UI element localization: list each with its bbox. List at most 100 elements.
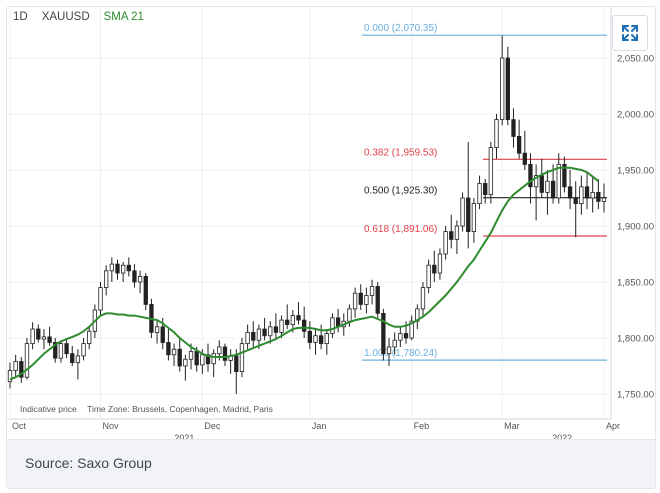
chart-area: 1,750.00 1,800.00 1,850.00 1,900.00 1,950.00… [7,7,655,439]
x-tick-label: Nov [103,421,120,431]
y-tick-label: 2,000.00 [617,110,654,121]
candle-body [166,342,171,356]
candle-body [375,286,380,314]
candle-body [426,264,431,289]
x-tick-label: Apr [606,421,620,431]
candle-body [251,331,256,341]
candle-body [584,186,590,199]
source-text: Source: Saxo Group [25,455,152,471]
candle-body [64,343,69,355]
fib-label: 0.500 (1,925.30) [364,186,437,197]
candle-body [53,342,58,359]
candle-body [432,264,437,274]
chart-header: 1D XAUUSD SMA 21 [13,11,144,23]
candle-body [115,263,120,274]
candle-body [132,270,137,283]
candle-body [505,57,510,120]
candle-body [217,346,222,355]
candle-body [171,348,177,356]
candle-body [590,191,595,199]
candle-body [318,335,324,345]
candle-body [573,197,578,204]
candle-body [562,163,567,188]
candle-body [13,361,18,371]
candle-body [211,353,216,365]
candle-body [19,361,24,378]
candle-body [47,336,52,343]
candle-body [381,312,386,355]
candle-body [58,343,64,359]
candle-body [160,326,165,343]
interval-label[interactable]: 1D [13,11,28,23]
candle-body [296,315,301,321]
candle-body [483,183,488,196]
candle-body [494,119,499,148]
symbol-label[interactable]: XAUUSD [41,11,90,23]
candle-body [466,197,471,232]
indicator-label[interactable]: SMA 21 [103,11,144,23]
candle-body [550,180,556,199]
candle-body [347,308,352,322]
candle-body [409,320,414,339]
x-tick-label: Jan [312,421,327,431]
candle-body [511,119,516,137]
candle-body [477,183,482,205]
sma-line [9,166,599,381]
candle-body [154,326,160,333]
y-tick-label: 1,750.00 [617,390,654,401]
candle-body [488,147,494,196]
candle-body [137,275,143,283]
x-tick-label: Oct [12,421,27,431]
candle-body [234,355,239,373]
candle-body [471,203,477,233]
y-tick-label: 1,850.00 [617,278,654,289]
fib-label: 1.000 (1,780.24) [364,348,437,359]
y-tick-label: 1,900.00 [617,222,654,233]
candle-body [533,175,539,188]
candle-body [330,317,335,334]
candle-body [454,225,460,240]
candle-body [205,354,211,365]
candle-body [75,355,81,364]
fib-label: 0.618 (1,891.06) [364,224,437,235]
y-tick-label: 2,050.00 [617,54,654,65]
candle-body [104,270,109,288]
candle-body [126,264,131,272]
candle-body [194,351,199,366]
expand-button[interactable] [612,15,648,51]
timezone-label: Time Zone: Brussels, Copenhagen, Madrid,… [87,404,273,414]
candle-body [386,346,392,355]
candle-body [268,326,273,337]
chart-footnote: Indicative price Time Zone: Brussels, Co… [20,404,273,414]
x-year-label: 2022 [552,433,572,439]
candle-body [596,191,601,202]
candle-body [183,358,188,367]
candle-body [177,348,182,367]
candle-body [143,275,148,305]
candle-body [262,328,267,337]
candle-body [324,333,329,344]
price-chart: 1,750.00 1,800.00 1,850.00 1,900.00 1,950.00… [7,7,654,439]
fib-label: 0.000 (2,070.35) [364,23,437,34]
candle-body [81,343,86,357]
candle-body [420,287,426,310]
candle-body [443,231,448,255]
candle-body [302,319,307,332]
candle-body [437,253,443,274]
candle-body [500,57,505,120]
candle-body [460,197,465,227]
y-tick-label: 1,950.00 [617,166,654,177]
x-tick-label: Feb [414,421,430,431]
candle-body [200,354,205,366]
candle-body [398,333,403,341]
candle-body [245,331,250,344]
candle-body [256,328,262,341]
source-footer: Source: Saxo Group [7,439,655,488]
candle-body [369,286,375,296]
candle-body [364,295,369,305]
x-year-label: 2021 [174,433,194,439]
candle-body [522,152,527,165]
candle-body [579,186,584,205]
indicative-price-label: Indicative price [20,404,77,414]
candle-body [188,351,194,360]
